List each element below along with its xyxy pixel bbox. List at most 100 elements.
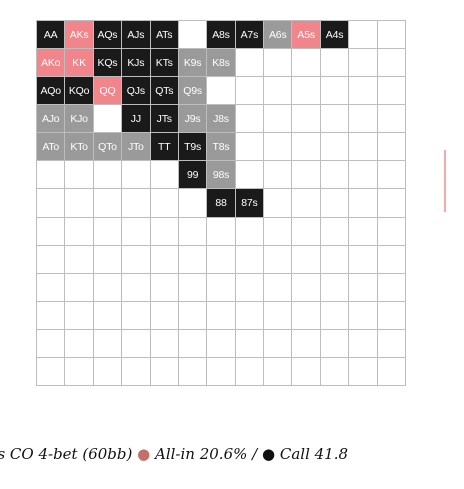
range-cell: KJs (122, 49, 151, 78)
range-cell (122, 301, 151, 330)
range-cell: QQ (93, 77, 123, 106)
caption-allin-label: All-in 20.6% / (155, 445, 258, 463)
range-cell (93, 217, 123, 246)
range-cell (349, 329, 378, 358)
range-cell (377, 161, 406, 190)
range-cell (320, 77, 350, 106)
range-cell (65, 301, 94, 330)
range-cell (207, 217, 236, 246)
range-cell (65, 161, 94, 190)
range-cell: JTs (150, 105, 179, 134)
range-cell (320, 189, 350, 218)
range-cell (292, 49, 321, 78)
range-cell: ATo (37, 133, 66, 162)
range-cell: T8s (207, 133, 236, 162)
range-cell: KTs (150, 49, 179, 78)
range-cell (37, 245, 66, 274)
range-cell: K8s (207, 49, 236, 78)
range-cell (37, 189, 66, 218)
range-cell (377, 189, 406, 218)
range-cell (377, 217, 406, 246)
range-cell: KQs (93, 49, 123, 78)
range-cell (264, 133, 293, 162)
range-cell (150, 161, 179, 190)
range-cell (292, 357, 321, 386)
range-cell: AQs (93, 21, 123, 50)
range-cell (377, 21, 406, 50)
range-cell (178, 357, 208, 386)
range-cell (292, 329, 321, 358)
range-cell (122, 329, 151, 358)
range-cell: J8s (207, 105, 236, 134)
range-cell (235, 217, 265, 246)
range-cell (93, 105, 123, 134)
range-cell: AQo (37, 77, 66, 106)
range-cell (377, 105, 406, 134)
range-cell (349, 49, 378, 78)
range-cell (264, 357, 293, 386)
range-cell (178, 189, 208, 218)
range-cell (292, 105, 321, 134)
range-cell: JTo (122, 133, 151, 162)
range-cell (122, 357, 151, 386)
range-cell (264, 245, 293, 274)
range-cell: JJ (122, 105, 151, 134)
range-grid: AA AKs AQs AJs ATs A8s A7s A6s A5s A4s AKo KK KQs KJs… (36, 20, 406, 386)
range-cell (207, 329, 236, 358)
range-cell (320, 105, 350, 134)
range-cell: 98s (207, 161, 236, 190)
range-cell: QJs (122, 77, 151, 106)
range-cell (349, 105, 378, 134)
range-cell (235, 357, 265, 386)
range-cell: A8s (207, 21, 236, 50)
range-cell (65, 329, 94, 358)
range-cell: AJs (122, 21, 151, 50)
range-cell (292, 301, 321, 330)
range-cell (377, 49, 406, 78)
chart-caption: 96: SB vs CO 4-bet (60bb) ● All-in 20.6%… (0, 445, 464, 463)
range-cell (235, 77, 265, 106)
range-cell (349, 245, 378, 274)
range-cell (349, 77, 378, 106)
range-cell (93, 245, 123, 274)
range-cell (93, 329, 123, 358)
range-cell (65, 217, 94, 246)
caption-call-label: Call 41.8 (279, 445, 349, 463)
range-cell (292, 161, 321, 190)
range-cell (178, 301, 208, 330)
range-cell (292, 217, 321, 246)
range-cell (37, 301, 66, 330)
range-cell (37, 273, 66, 302)
range-cell (150, 189, 179, 218)
range-cell (349, 357, 378, 386)
range-cell (349, 189, 378, 218)
range-cell (122, 273, 151, 302)
range-cell (377, 273, 406, 302)
range-cell (264, 189, 293, 218)
range-cell: KTo (65, 133, 94, 162)
range-cell (235, 105, 265, 134)
range-cell (264, 77, 293, 106)
range-cell (178, 245, 208, 274)
range-cell (65, 273, 94, 302)
range-cell (235, 245, 265, 274)
range-cell (235, 161, 265, 190)
range-cell (235, 301, 265, 330)
range-cell (178, 217, 208, 246)
range-cell (320, 217, 350, 246)
allin-dot-icon: ● (137, 445, 151, 463)
range-cell: KK (65, 49, 94, 78)
range-cell (122, 189, 151, 218)
range-cell (37, 329, 66, 358)
range-cell (264, 217, 293, 246)
range-cell: KJo (65, 105, 94, 134)
range-cell: T9s (178, 133, 208, 162)
range-cell (37, 217, 66, 246)
range-cell (264, 161, 293, 190)
range-cell (207, 301, 236, 330)
range-cell: A6s (264, 21, 293, 50)
range-cell: AJo (37, 105, 66, 134)
range-cell: TT (150, 133, 179, 162)
range-cell (207, 77, 236, 106)
range-cell (235, 329, 265, 358)
